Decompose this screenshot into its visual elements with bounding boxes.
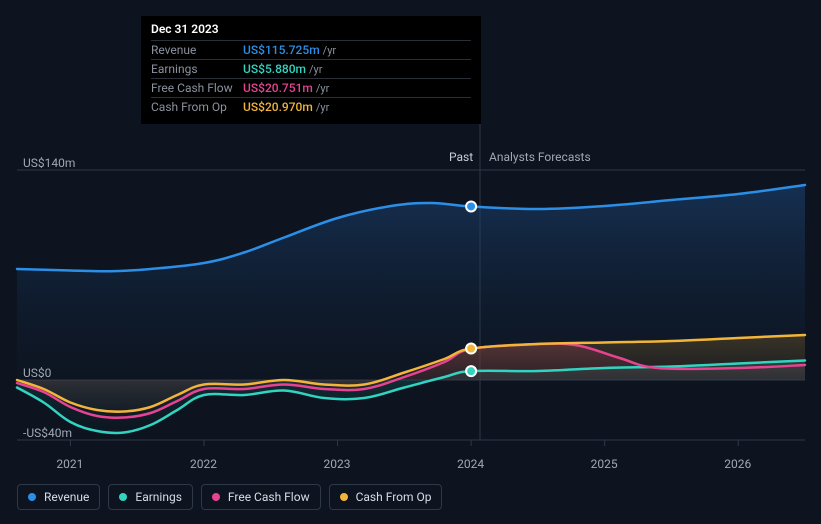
- tooltip-row-label: Free Cash Flow: [151, 79, 243, 98]
- tooltip-row-label: Cash From Op: [151, 98, 243, 117]
- tooltip-row-label: Earnings: [151, 60, 243, 79]
- tooltip-row-value: US$115.725m: [243, 43, 320, 57]
- forecast-label: Analysts Forecasts: [489, 150, 591, 164]
- tooltip-row-value: US$20.751m: [243, 81, 313, 95]
- tooltip-row-unit: /yr: [313, 101, 329, 114]
- legend-item-label: Cash From Op: [356, 490, 432, 504]
- tooltip-date: Dec 31 2023: [151, 22, 471, 40]
- tooltip-row-unit: /yr: [313, 82, 329, 95]
- y-axis-tick-label: US$140m: [23, 156, 75, 170]
- tooltip-row: Free Cash Flow US$20.751m/yr: [151, 79, 471, 98]
- legend-dot-icon: [119, 493, 127, 501]
- x-axis-tick-label: 2026: [724, 457, 751, 471]
- tooltip-row: Cash From Op US$20.970m/yr: [151, 98, 471, 117]
- legend-item-label: Free Cash Flow: [228, 490, 310, 504]
- past-label: Past: [449, 150, 473, 164]
- tooltip-row-value: US$5.880m: [243, 62, 306, 76]
- chart-tooltip: Dec 31 2023 Revenue US$115.725m/yr Earni…: [141, 16, 481, 124]
- tooltip-row-unit: /yr: [320, 44, 336, 57]
- legend-item-label: Revenue: [44, 490, 89, 504]
- tooltip-row-unit: /yr: [306, 63, 322, 76]
- x-axis-tick-label: 2025: [591, 457, 618, 471]
- legend-item-label: Earnings: [135, 490, 182, 504]
- legend-item-revenue[interactable]: Revenue: [17, 484, 100, 510]
- tooltip-row: Earnings US$5.880m/yr: [151, 60, 471, 79]
- tooltip-row: Revenue US$115.725m/yr: [151, 41, 471, 60]
- x-axis-tick-label: 2021: [56, 457, 83, 471]
- legend-item-earnings[interactable]: Earnings: [108, 484, 193, 510]
- legend-dot-icon: [212, 493, 220, 501]
- legend-dot-icon: [340, 493, 348, 501]
- x-axis-tick-label: 2023: [324, 457, 351, 471]
- x-axis-tick-label: 2022: [190, 457, 217, 471]
- legend-dot-icon: [28, 493, 36, 501]
- legend-item-free-cash-flow[interactable]: Free Cash Flow: [201, 484, 321, 510]
- legend: Revenue Earnings Free Cash Flow Cash Fro…: [17, 484, 442, 510]
- x-axis-tick-label: 2024: [457, 457, 484, 471]
- y-axis-tick-label: -US$40m: [23, 426, 72, 440]
- tooltip-row-label: Revenue: [151, 41, 243, 60]
- y-axis-tick-label: US$0: [23, 366, 51, 380]
- legend-item-cash-from-op[interactable]: Cash From Op: [329, 484, 443, 510]
- tooltip-row-value: US$20.970m: [243, 100, 313, 114]
